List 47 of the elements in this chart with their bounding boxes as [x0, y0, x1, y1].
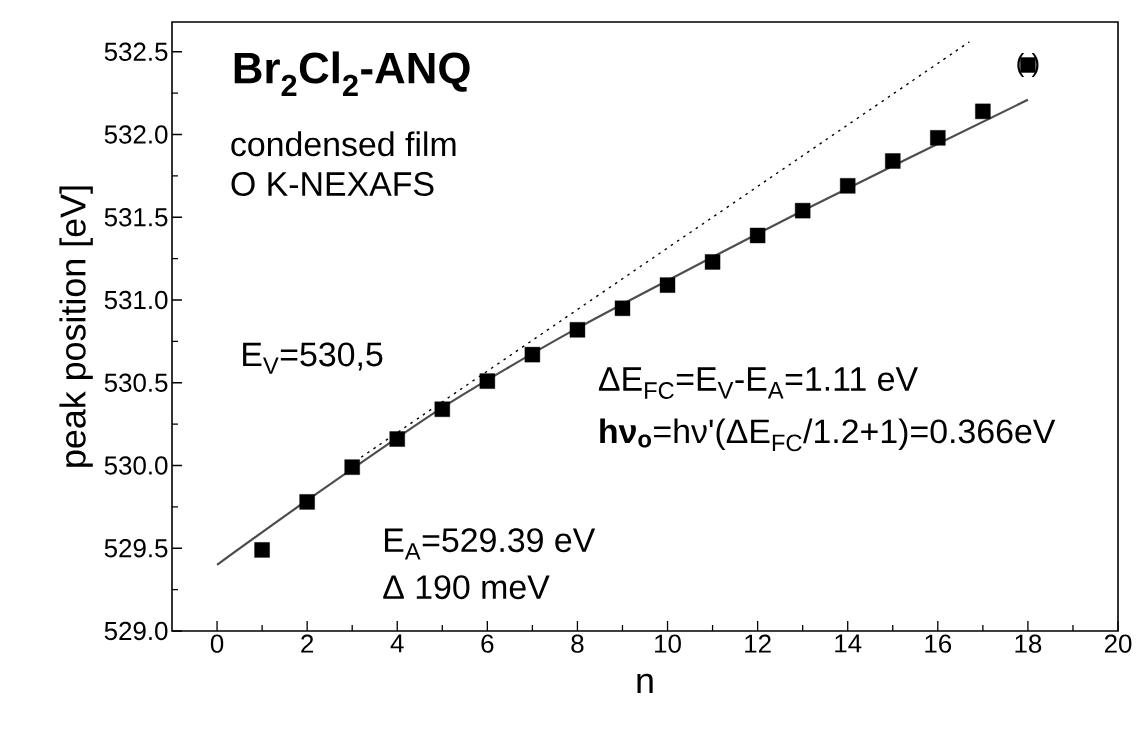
point — [659, 277, 676, 293]
point — [749, 227, 766, 244]
x-tick-label: 10 — [655, 634, 681, 653]
annotation: E$_{V}$=530,5 — [243, 342, 383, 374]
annotation: condensed film — [231, 131, 456, 157]
point — [930, 130, 946, 146]
point — [840, 178, 856, 194]
y-tick-label: 531.5 — [104, 208, 168, 227]
y-tick-label: 529.0 — [104, 621, 168, 641]
text: Br$_{2}$Cl$_{2}$-ANQ — [234, 51, 470, 97]
x-tick-label: 12 — [745, 634, 771, 653]
point — [975, 103, 991, 120]
x-tick-label: 14 — [835, 634, 862, 653]
x-tick-label: 20 — [1104, 634, 1132, 653]
y-axis-title: peak position [eV] — [59, 186, 93, 467]
point — [299, 494, 315, 510]
point — [434, 401, 450, 417]
x-tick-label: 18 — [1015, 634, 1042, 653]
annotation: ( ) — [1017, 52, 1039, 78]
annotation: Δ 190 meV — [383, 575, 550, 600]
annotation: ΔE$_{FC}$=E$_{V}$-E$_{A}$=1.11 eV — [598, 367, 918, 399]
y-tick-label: 529.5 — [104, 539, 168, 558]
point — [344, 459, 360, 475]
point — [704, 254, 721, 270]
x-axis-title: n — [637, 673, 653, 693]
point — [569, 322, 586, 338]
y-tick-label: 530.0 — [104, 456, 168, 475]
annotation: E$_{A}$=529.39 eV — [385, 528, 596, 560]
point — [389, 431, 405, 447]
x-tick-label: 2 — [301, 634, 314, 653]
y-tick-label: 532.5 — [104, 42, 168, 61]
y-tick-label: 531.0 — [104, 290, 168, 310]
y-tick-label: 530.5 — [104, 373, 168, 392]
text: hν$_{o}$=hν'(ΔE$_{FC}$/1.2+1)=0.366eV — [600, 418, 1056, 452]
x-tick-label: 16 — [925, 634, 952, 653]
x-tick-label: 4 — [390, 634, 404, 653]
point — [524, 346, 541, 363]
point — [614, 300, 631, 316]
point — [794, 202, 811, 219]
point — [479, 373, 496, 389]
point — [885, 153, 901, 169]
x-tick-label: 8 — [571, 634, 584, 653]
x-tick-label: 0 — [210, 634, 224, 653]
annotation: O K-NEXAFS — [231, 171, 434, 196]
point — [254, 542, 270, 558]
x-tick-label: 6 — [481, 634, 494, 653]
y-tick-label: 532.0 — [104, 125, 168, 144]
